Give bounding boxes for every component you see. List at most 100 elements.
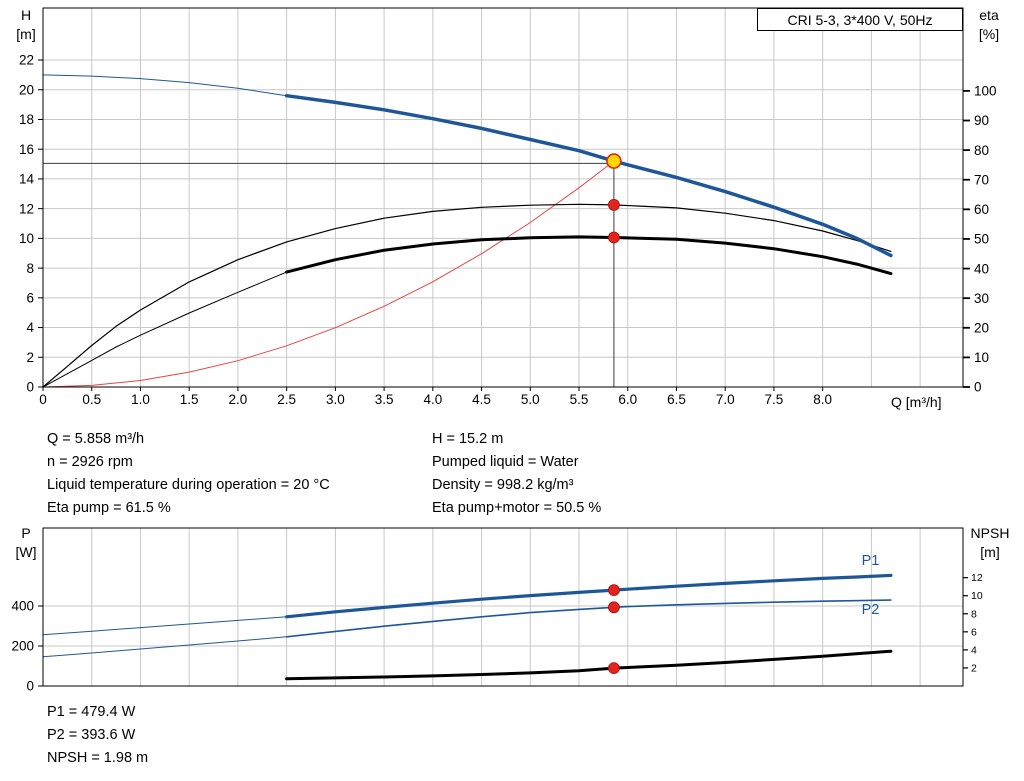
- h-axis-title: H [m]: [8, 6, 44, 44]
- pump-title-box: CRI 5-3, 3*400 V, 50Hz: [757, 8, 963, 31]
- left-tick-label: 4: [26, 320, 34, 335]
- x-tick-label: 4.5: [472, 392, 491, 407]
- info-liquid-temp: Liquid temperature during operation = 20…: [47, 477, 330, 493]
- x-tick-label: 2.5: [277, 392, 296, 407]
- x-tick-label: 8.0: [813, 392, 832, 407]
- p2-curve: [285, 599, 892, 638]
- left-tick-label: 16: [19, 142, 34, 157]
- info-density: Density = 998.2 kg/m³: [432, 477, 574, 493]
- info-pumped-liquid: Pumped liquid = Water: [432, 454, 579, 470]
- npsh-curve: [285, 649, 893, 681]
- left-tick-label: 0: [26, 679, 34, 694]
- right-tick-label: 90: [974, 113, 989, 128]
- npsh-axis-title: NPSH [m]: [962, 524, 1018, 562]
- right-tick-label: 4: [971, 644, 977, 656]
- eta-axis-unit: [%]: [978, 26, 1000, 42]
- left-tick-label: 18: [19, 112, 34, 127]
- h-axis-unit: [m]: [16, 26, 36, 42]
- left-tick-label: 10: [19, 231, 34, 246]
- left-tick-label: 8: [26, 261, 34, 276]
- duty-info-left: Q = 5.858 m³/h n = 2926 rpm Liquid tempe…: [47, 428, 330, 520]
- q-axis-label: Q [m³/h]: [891, 394, 942, 410]
- info-eta-pump-motor: Eta pump+motor = 50.5 %: [432, 500, 602, 516]
- info-eta-pump: Eta pump = 61.5 %: [47, 500, 171, 516]
- right-tick-label: 80: [974, 143, 989, 158]
- hq-eta-chart-canvas: 0 0.5 1.0 1.5 2.0 2.5 3.0 3.5 4.0 4.5 5.0 5.5 6.0 6.5…: [19, 7, 997, 407]
- info-head: H = 15.2 m: [432, 431, 504, 447]
- right-tick-label: 0: [974, 380, 982, 395]
- p1-curve: [285, 573, 893, 619]
- right-tick-label: 40: [974, 261, 989, 276]
- p2-series-label: P2: [862, 602, 880, 618]
- plot-border: [42, 527, 964, 687]
- eta-axis-title: eta [%]: [968, 6, 1010, 44]
- left-tick-label: 400: [11, 599, 34, 614]
- x-tick-label: 3.5: [375, 392, 394, 407]
- x-tick-label: 1.5: [180, 392, 199, 407]
- x-tick-label: 0: [39, 392, 47, 407]
- head-ext-curve: [42, 74, 288, 97]
- x-tick-label: 7.0: [716, 392, 735, 407]
- x-tick-label: 1.0: [131, 392, 150, 407]
- left-tick-label: 2: [26, 350, 34, 365]
- left-tick-label: 14: [19, 172, 35, 187]
- p1-point: [608, 584, 620, 597]
- left-tick-label: 12: [19, 201, 34, 216]
- eta-pump-motor-ext-curve: [42, 271, 288, 388]
- p-axis-label: P: [21, 525, 31, 541]
- left-tick-label: 6: [26, 291, 34, 306]
- right-tick-label: 60: [974, 202, 989, 217]
- eta-pump-motor-point: [608, 231, 620, 244]
- right-tick-label: 10: [971, 590, 983, 602]
- left-tick-label: 20: [19, 82, 34, 97]
- right-tick-label: 50: [974, 232, 989, 247]
- npsh-point: [608, 662, 620, 675]
- duty-point[interactable]: [606, 153, 622, 169]
- right-tick-label: 12: [971, 572, 983, 584]
- p2-ext-curve: [42, 636, 288, 658]
- x-tick-label: 4.0: [423, 392, 442, 407]
- x-tick-label: 7.5: [765, 392, 784, 407]
- x-tick-label: 5.5: [570, 392, 589, 407]
- x-tick-label: 5.0: [521, 392, 540, 407]
- p-axis-unit: [W]: [15, 544, 37, 560]
- x-tick-label: 6.5: [667, 392, 686, 407]
- right-tick-label: 70: [974, 172, 989, 187]
- info-p2: P2 = 393.6 W: [47, 727, 136, 743]
- left-tick-label: 0: [26, 380, 34, 395]
- left-tick-label: 200: [11, 639, 34, 654]
- info-npsh: NPSH = 1.98 m: [47, 750, 149, 766]
- right-tick-label: 6: [971, 626, 977, 638]
- x-tick-label: 6.0: [618, 392, 637, 407]
- duty-info-right: H = 15.2 m Pumped liquid = Water Density…: [432, 428, 601, 520]
- eta-pump-motor-curve: [285, 235, 893, 276]
- info-flow: Q = 5.858 m³/h: [47, 431, 145, 447]
- system-curve-curve: [42, 160, 615, 388]
- p1-ext-curve: [42, 616, 288, 636]
- npsh-axis-unit: [m]: [980, 544, 1000, 560]
- eta-pump-curve: [42, 203, 892, 388]
- right-tick-label: 30: [974, 291, 989, 306]
- x-tick-label: 0.5: [82, 392, 101, 407]
- p1-series-label: P1: [862, 553, 880, 569]
- eta-pump-point: [608, 199, 620, 211]
- right-tick-label: 2: [971, 662, 977, 674]
- x-tick-label: 2.0: [229, 392, 248, 407]
- x-tick-label: 3.0: [326, 392, 345, 407]
- right-tick-label: 10: [974, 350, 989, 365]
- h-axis-label: H: [20, 7, 32, 23]
- plot-border: [42, 7, 964, 388]
- npsh-axis-label: NPSH: [970, 525, 1010, 541]
- right-tick-label: 8: [971, 608, 977, 620]
- left-tick-label: 22: [19, 53, 34, 68]
- info-p1: P1 = 479.4 W: [47, 704, 136, 720]
- p2-point: [608, 601, 620, 614]
- info-speed: n = 2926 rpm: [47, 454, 133, 470]
- power-npsh-chart-canvas: 0 200 400 2 4 6 8 10 12 P1 P2: [11, 527, 983, 694]
- power-info: P1 = 479.4 W P2 = 393.6 W NPSH = 1.98 m: [47, 701, 148, 770]
- eta-axis-label: eta: [979, 7, 999, 23]
- p-axis-title: P [W]: [8, 524, 44, 562]
- right-tick-label: 20: [974, 320, 989, 335]
- right-tick-label: 100: [974, 84, 997, 99]
